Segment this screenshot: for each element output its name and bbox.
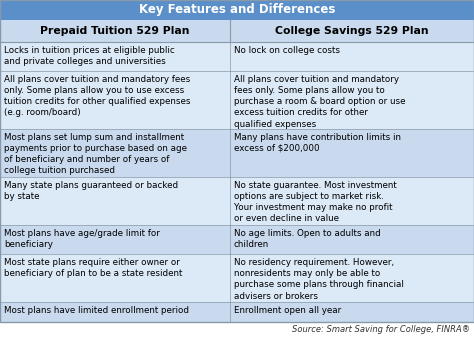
Bar [0, 254, 474, 303]
Bar [0, 177, 474, 225]
Bar [0, 71, 474, 129]
Text: No age limits. Open to adults and
children: No age limits. Open to adults and childr… [234, 229, 381, 249]
Text: Most plans have age/grade limit for
beneficiary: Most plans have age/grade limit for bene… [4, 229, 160, 249]
Bar [0, 303, 474, 322]
Text: Most plans set lump sum and installment
payments prior to purchase based on age
: Most plans set lump sum and installment … [4, 133, 187, 175]
Text: Many state plans guaranteed or backed
by state: Many state plans guaranteed or backed by… [4, 181, 178, 201]
Text: Most plans have limited enrollment period: Most plans have limited enrollment perio… [4, 307, 189, 315]
Text: No lock on college costs: No lock on college costs [234, 46, 340, 55]
Bar [0, 225, 474, 254]
Text: Source: Smart Saving for College, FINRA®: Source: Smart Saving for College, FINRA® [292, 325, 470, 335]
Bar [0, 42, 474, 71]
Text: All plans cover tuition and mandatory
fees only. Some plans allow you to
purchas: All plans cover tuition and mandatory fe… [234, 75, 405, 128]
Text: Most state plans require either owner or
beneficiary of plan to be a state resid: Most state plans require either owner or… [4, 258, 182, 279]
Text: No state guarantee. Most investment
options are subject to market risk.
Your inv: No state guarantee. Most investment opti… [234, 181, 397, 223]
Text: Many plans have contribution limits in
excess of $200,000: Many plans have contribution limits in e… [234, 133, 401, 153]
Bar [0, 20, 474, 42]
Text: College Savings 529 Plan: College Savings 529 Plan [275, 26, 429, 36]
Text: Key Features and Differences: Key Features and Differences [139, 3, 335, 17]
Text: Locks in tuition prices at eligible public
and private colleges and universities: Locks in tuition prices at eligible publ… [4, 46, 175, 66]
Bar [0, 129, 474, 177]
Text: Enrollment open all year: Enrollment open all year [234, 307, 341, 315]
Text: No residency requirement. However,
nonresidents may only be able to
purchase som: No residency requirement. However, nonre… [234, 258, 404, 300]
Bar [0, 0, 474, 20]
Text: All plans cover tuition and mandatory fees
only. Some plans allow you to use exc: All plans cover tuition and mandatory fe… [4, 75, 191, 117]
Text: Prepaid Tuition 529 Plan: Prepaid Tuition 529 Plan [40, 26, 190, 36]
